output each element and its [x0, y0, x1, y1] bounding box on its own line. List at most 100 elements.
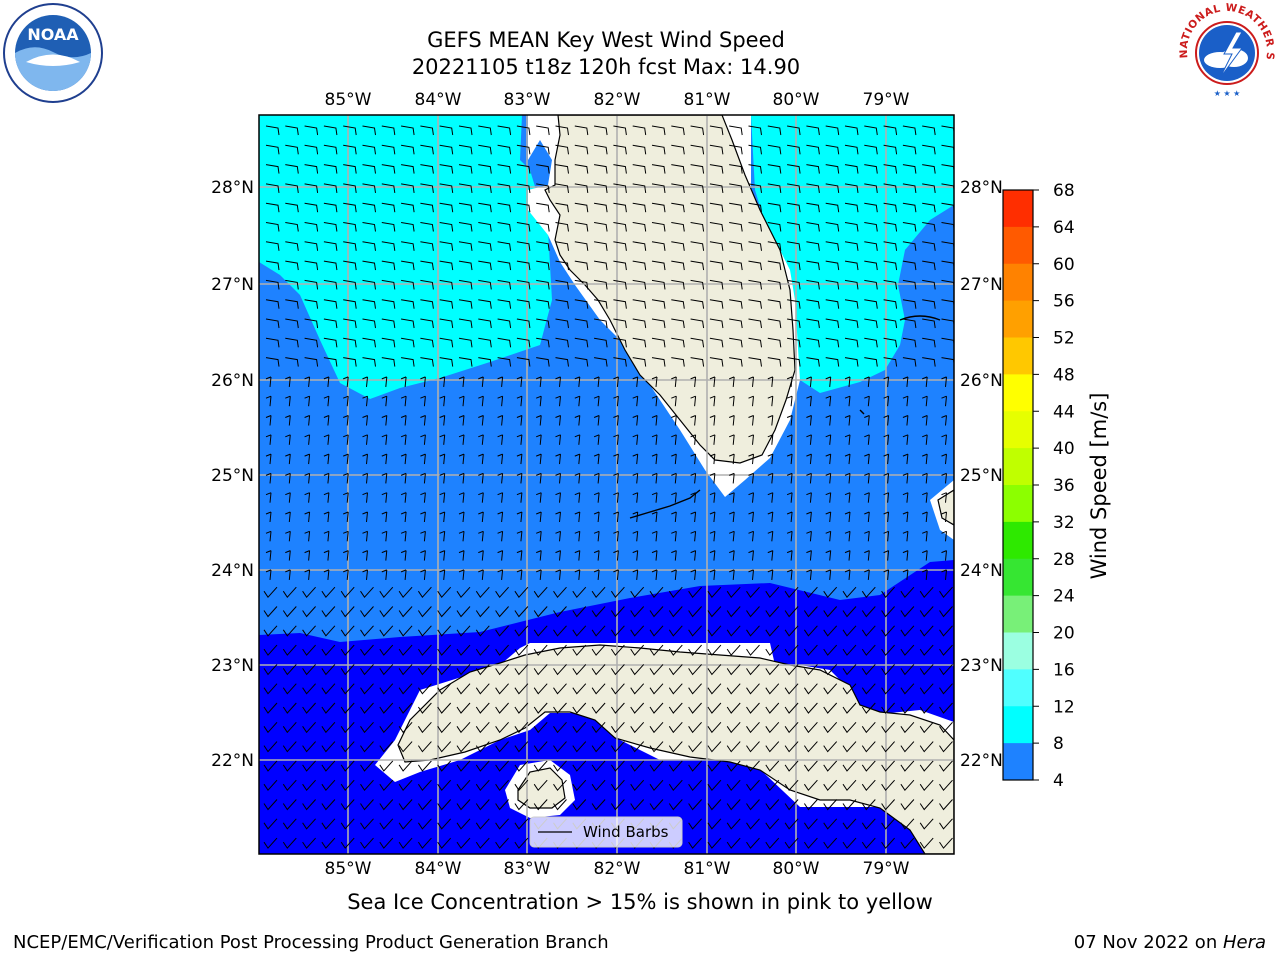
wind-barb [671, 550, 677, 561]
wind-barb [304, 472, 311, 484]
wind-barb [610, 721, 625, 734]
wind-barb [651, 183, 666, 193]
wind-barb [381, 569, 388, 580]
wind-barb [495, 799, 509, 811]
wind-barb [594, 318, 608, 329]
wind-barb [304, 337, 319, 348]
wind-barb [475, 779, 490, 792]
wind-barb [864, 511, 870, 523]
wind-barb [439, 202, 454, 213]
wind-barb [536, 376, 542, 387]
wind-barb [902, 222, 917, 232]
wind-barb [475, 702, 490, 714]
wind-barb [475, 606, 490, 618]
wind-barb [398, 586, 413, 599]
wind-barb [555, 434, 561, 445]
wind-barb [439, 164, 454, 174]
wind-barb [690, 241, 705, 251]
wind-barb [806, 434, 812, 445]
wind-barb [748, 202, 762, 213]
wind-barb [861, 799, 876, 811]
wind-barb [900, 799, 915, 811]
wind-barb [591, 586, 606, 599]
wind-barb [475, 818, 490, 830]
wind-barb [263, 779, 278, 792]
wind-barb [285, 453, 291, 465]
wind-barb [323, 453, 330, 465]
wind-barb [398, 779, 413, 792]
wind-barb [883, 492, 890, 503]
wind-barb [864, 144, 878, 155]
wind-barb [475, 625, 490, 637]
wind-barb [340, 721, 355, 734]
wind-barb [746, 664, 760, 676]
wind-barb [748, 453, 754, 465]
wind-barb [767, 395, 774, 407]
noaa-logo-text: NOAA [27, 25, 79, 44]
wind-barb [748, 299, 762, 309]
wind-barb [707, 625, 722, 637]
wind-barb [806, 164, 820, 174]
wind-barb [823, 664, 838, 676]
wind-barb [362, 279, 376, 290]
wind-barb [610, 741, 625, 753]
wind-barb [343, 511, 349, 523]
wind-barb [919, 702, 934, 714]
wind-barb [902, 144, 917, 155]
wind-barb [458, 453, 465, 465]
wind-barb [516, 222, 531, 232]
wind-barb [362, 530, 368, 542]
wind-barb [787, 318, 801, 329]
wind-barb [497, 260, 512, 271]
wind-barb [941, 434, 947, 445]
wind-barb [786, 376, 793, 387]
wind-barb [729, 550, 735, 561]
wind-barb [497, 241, 512, 251]
wind-barb [844, 415, 851, 426]
wind-barb [823, 837, 838, 849]
wind-barb [420, 164, 434, 174]
wind-barb [420, 241, 434, 251]
wind-barb [707, 837, 722, 849]
wind-barb [417, 702, 432, 714]
wind-barb [497, 492, 504, 503]
wind-barb [379, 625, 394, 637]
wind-barb [304, 222, 319, 232]
wind-barb [632, 164, 647, 174]
wind-barb [497, 299, 512, 309]
wind-barb [709, 530, 716, 542]
wind-barb [285, 415, 291, 426]
wind-barb [379, 837, 394, 849]
wind-barb [458, 492, 465, 503]
wind-barb [746, 606, 760, 618]
wind-barb [553, 625, 567, 637]
wind-barb [803, 702, 818, 714]
wind-barb [922, 241, 936, 251]
wind-barb [784, 702, 799, 714]
wind-barb [362, 357, 376, 367]
wind-barb [690, 125, 705, 136]
wind-barb [748, 472, 754, 484]
lat-label-left: 22°N [211, 751, 254, 771]
wind-barb [632, 415, 639, 426]
wind-barb [900, 837, 915, 849]
nws-logo: NATIONAL WEATHER SERVICE ★ ★ ★ [1176, 2, 1276, 102]
wind-barb [340, 625, 355, 637]
wind-barb [922, 511, 928, 523]
wind-barb [456, 721, 471, 734]
wind-barb [690, 376, 697, 387]
wind-barb [709, 434, 716, 445]
wind-barb [671, 395, 677, 407]
wind-barb [437, 799, 452, 811]
wind-barb [671, 492, 677, 503]
wind-barb [613, 164, 627, 174]
wind-barb [572, 760, 587, 772]
lat-label-right: 27°N [960, 275, 1003, 295]
wind-barb [360, 644, 374, 656]
wind-barb [572, 779, 587, 792]
wind-barb [610, 799, 625, 811]
wind-barb [360, 779, 374, 792]
wind-barb [574, 550, 581, 561]
wind-barb [941, 550, 947, 561]
wind-barb [671, 202, 685, 213]
